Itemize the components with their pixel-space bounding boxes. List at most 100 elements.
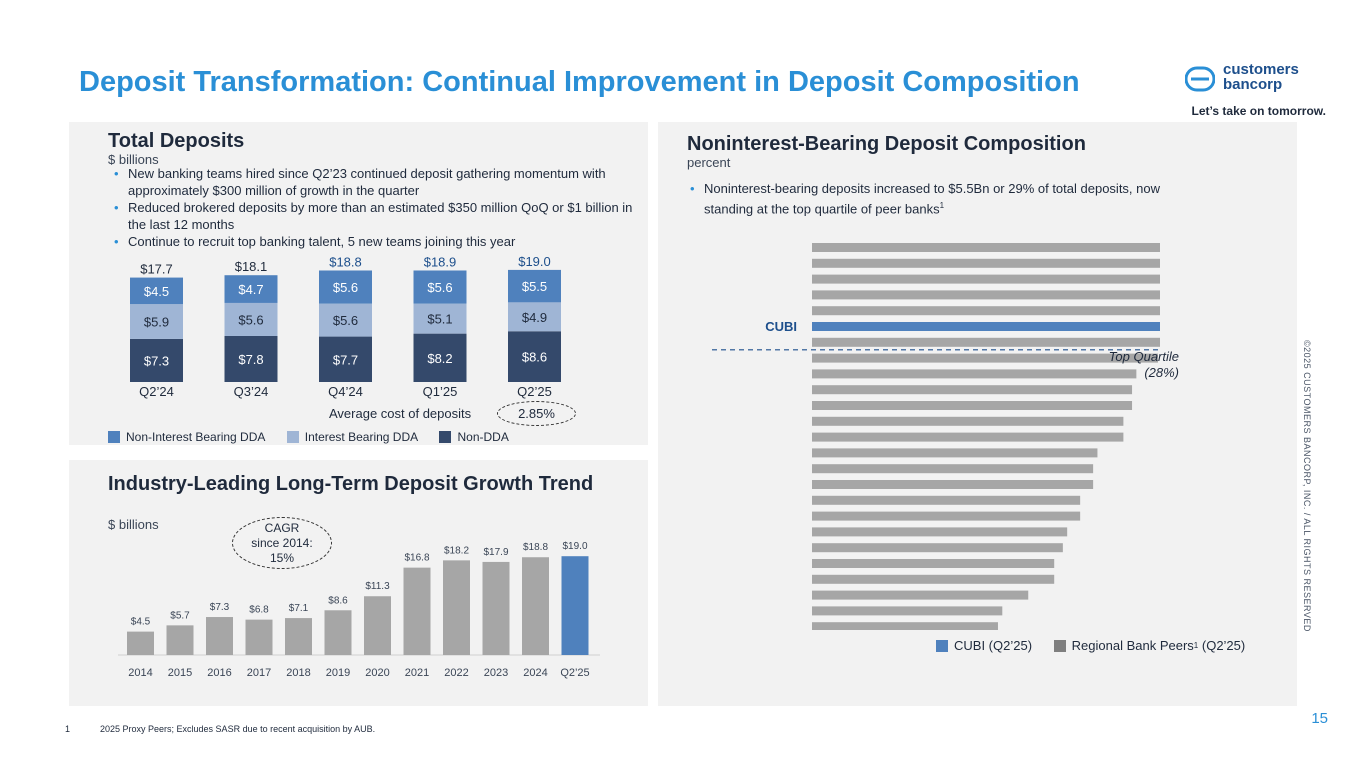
legend-item-nib-dda: Non-Interest Bearing DDA <box>108 430 265 444</box>
bullet-item: New banking teams hired since Q2’23 cont… <box>114 165 639 199</box>
bar-value-label: $8.6 <box>328 595 348 606</box>
growth-bar <box>561 556 589 655</box>
bar-total-label: $17.7 <box>140 262 173 277</box>
bullet-item: Noninterest-bearing deposits increased t… <box>690 180 1200 217</box>
x-tick-label: 2020 <box>365 667 389 679</box>
peer-bar <box>812 290 1160 300</box>
x-tick-label: Q2’24 <box>139 384 174 399</box>
stacked-bar-segment <box>508 302 561 332</box>
segment-label: $5.6 <box>238 312 263 327</box>
x-tick-label: Q2’25 <box>517 384 552 399</box>
long-term-heading: Industry-Leading Long-Term Deposit Growt… <box>108 473 594 495</box>
page-number: 15 <box>1311 710 1328 727</box>
x-tick-label: Q4’24 <box>328 384 363 399</box>
nib-legend: CUBI (Q2’25) Regional Bank Peers 1 (Q2’25… <box>936 638 1263 655</box>
growth-bar <box>166 625 194 655</box>
stacked-bar-segment <box>224 335 278 382</box>
stacked-bar-segment <box>319 270 372 304</box>
segment-label: $8.6 <box>522 350 547 365</box>
legend-label: CUBI (Q2’25) <box>954 638 1033 653</box>
bar-value-label: $4.5 <box>131 617 151 628</box>
x-tick-label: 2023 <box>484 667 508 679</box>
footnote-marker: 1 <box>1193 641 1199 650</box>
peer-bar <box>812 448 1098 458</box>
cagr-line: 15% <box>269 551 295 565</box>
segment-label: $4.9 <box>522 310 547 325</box>
total-deposits-bullets: New banking teams hired since Q2’23 cont… <box>114 165 639 250</box>
segment-label: $4.7 <box>238 282 263 297</box>
peer-bar <box>812 369 1137 379</box>
stacked-bar-segment <box>130 304 183 339</box>
segment-label: $5.5 <box>522 279 547 294</box>
stacked-bar-segment <box>508 269 561 303</box>
x-tick-label: 2016 <box>207 667 231 679</box>
legend-swatch <box>936 639 948 652</box>
x-tick-label: 2021 <box>405 667 429 679</box>
bullet-item: Reduced brokered deposits by more than a… <box>114 199 639 233</box>
segment-label: $5.1 <box>427 312 452 327</box>
footnote: 1 2025 Proxy Peers; Excludes SASR due to … <box>65 724 375 734</box>
x-tick-label: Q1’25 <box>423 384 458 399</box>
peer-bar <box>812 337 1160 347</box>
x-tick-label: 2018 <box>286 667 310 679</box>
peer-bar <box>812 527 1068 537</box>
stacked-bar-segment <box>413 333 467 382</box>
bar-total-label: $18.1 <box>235 259 268 274</box>
stacked-bar-segment <box>413 270 467 304</box>
bar-total-label: $18.9 <box>424 254 457 269</box>
segment-label: $5.6 <box>333 280 358 295</box>
long-term-growth-chart: $4.5 2014 $5.7 2015 $7.3 2016 $6.8 2017 $7.1 2018… <box>118 541 600 679</box>
bar-value-label: $11.3 <box>365 581 390 592</box>
x-tick-label: 2024 <box>523 667 547 679</box>
legend-item-peers: Regional Bank Peers 1 (Q2’25) <box>1053 638 1246 653</box>
segment-label: $7.8 <box>238 352 263 367</box>
peer-bar <box>812 464 1094 474</box>
logo-line-2: bancorp <box>1223 76 1283 93</box>
nib-bullets: Noninterest-bearing deposits increased t… <box>690 180 1200 217</box>
legend-item-non-dda: Non-DDA <box>439 430 509 444</box>
company-logo: customers bancorp <box>1185 62 1335 96</box>
cubi-label: CUBI <box>765 319 797 334</box>
cubi-bar <box>812 322 1160 331</box>
legend-label: (Q2’25) <box>1201 638 1246 653</box>
peer-bar <box>812 274 1160 284</box>
total-deposits-heading: Total Deposits <box>108 130 245 152</box>
top-quartile-label: Top Quartile (28%) <box>1089 349 1179 381</box>
growth-bar <box>522 557 549 655</box>
stacked-bar-segment <box>319 303 372 337</box>
bar-value-label: $7.3 <box>210 602 230 613</box>
cost-of-deposits-value: 2.85% <box>497 401 576 426</box>
bar-value-label: $18.8 <box>523 542 548 553</box>
segment-label: $5.9 <box>144 315 169 330</box>
legend-item-ib-dda: Interest Bearing DDA <box>286 430 419 444</box>
cagr-line: since 2014: <box>251 536 313 550</box>
peer-bar <box>812 543 1063 553</box>
long-term-unit: $ billions <box>108 517 159 532</box>
peer-bar <box>812 401 1133 410</box>
segment-label: $5.6 <box>427 280 452 295</box>
bar-total-label: $19.0 <box>518 254 551 269</box>
stacked-bar-segment <box>130 338 183 382</box>
growth-bar <box>403 567 431 655</box>
x-tick-label: Q3’24 <box>234 384 269 399</box>
growth-bar <box>206 617 233 655</box>
nib-unit: percent <box>687 155 731 170</box>
peer-bar <box>812 353 1158 363</box>
footnote-text: 2025 Proxy Peers; Excludes SASR due to r… <box>100 724 376 734</box>
x-tick-label: Q2’25 <box>560 667 589 679</box>
peer-bar <box>812 416 1124 426</box>
stacked-bar-segment <box>224 302 278 336</box>
legend-swatch <box>1053 639 1066 652</box>
x-tick-label: 2022 <box>444 667 468 679</box>
tagline: Let’s take on tomorrow. <box>1191 104 1326 118</box>
bar-value-label: $18.2 <box>444 545 469 556</box>
footnote-marker: 1 <box>939 201 945 210</box>
stacked-bar-segment <box>413 303 467 334</box>
x-tick-label: 2014 <box>128 667 152 679</box>
nib-composition-chart: CUBI29% <box>712 243 1160 630</box>
legend-label: Interest Bearing DDA <box>304 430 419 444</box>
bar-total-label: $18.8 <box>329 254 362 269</box>
logo-icon <box>1185 66 1215 92</box>
total-deposits-unit: $ billions <box>108 152 159 167</box>
peer-bar <box>812 590 1029 600</box>
